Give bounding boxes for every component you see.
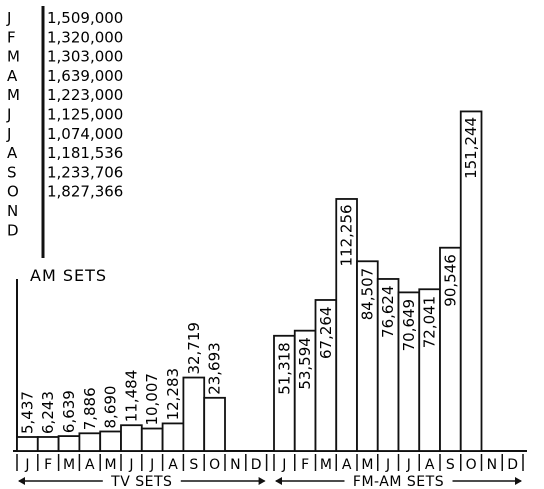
am-month-8: A	[7, 144, 18, 162]
fm-am-sets-series-label: FM-AM SETS	[353, 474, 444, 489]
am-value-2: 1,320,000	[47, 28, 123, 46]
tv-sets-bar-2	[36, 436, 60, 452]
tv-sets-bar-8	[161, 422, 185, 452]
tv-sets-bar-6	[120, 424, 143, 452]
am-value-9: 1,233,706	[47, 163, 123, 181]
tv-sets-tick-8: A	[168, 457, 178, 473]
tv-sets-bar-7	[140, 427, 164, 452]
fm-am-sets-label-10: 151,244	[462, 117, 480, 179]
tv-sets-label-7: 10,007	[143, 373, 161, 426]
am-month-5: M	[7, 86, 20, 104]
tv-sets-label-3: 6,639	[60, 390, 78, 433]
am-month-7: J	[6, 125, 11, 143]
fm-am-sets-label-5: 84,507	[358, 268, 376, 321]
am-value-1: 1,509,000	[47, 9, 123, 27]
fm-am-sets-bar-10	[459, 110, 483, 452]
fm-am-sets-label-1: 51,318	[275, 342, 293, 395]
am-month-1: J	[6, 9, 11, 27]
tv-sets-tick-11: N	[230, 457, 240, 473]
tv-sets-label-9: 32,719	[185, 322, 203, 375]
tv-sets-tick-6: J	[128, 457, 133, 473]
fm-am-sets-label-7: 70,649	[400, 299, 418, 352]
tv-sets-tick-1: J	[24, 457, 29, 473]
am-value-4: 1,639,000	[47, 67, 123, 85]
tv-sets-tick-2: F	[44, 457, 52, 473]
fm-am-sets-label-2: 53,594	[296, 337, 314, 390]
am-month-12: D	[7, 221, 19, 239]
tv-sets-bar-4	[78, 432, 102, 452]
fm-am-sets-tick-3: M	[320, 457, 332, 473]
fm-am-sets-range-arrow-left	[275, 477, 282, 485]
tv-sets-label-1: 5,437	[18, 391, 36, 434]
series-range-labels: TV SETS FM-AM SETS	[18, 474, 522, 489]
tv-sets-label-8: 12,283	[164, 368, 182, 421]
tv-sets-tick-12: D	[251, 457, 262, 473]
fm-am-sets-tick-7: J	[406, 457, 411, 473]
tv-sets-tick-3: M	[63, 457, 75, 473]
fm-am-sets-label-8: 72,041	[421, 296, 439, 349]
fm-am-sets-tick-2: F	[301, 457, 309, 473]
tv-sets-label-2: 6,243	[39, 391, 57, 434]
am-month-11: N	[7, 202, 18, 220]
am-month-2: F	[7, 28, 16, 46]
tv-sets-tick-9: S	[189, 457, 198, 473]
fm-am-sets-label-4: 112,256	[338, 204, 356, 266]
fm-am-sets-tick-10: O	[466, 457, 477, 473]
tv-sets-tick-4: A	[85, 457, 95, 473]
am-month-3: M	[7, 48, 20, 66]
fm-am-sets-tick-8: A	[425, 457, 435, 473]
am-sets-title: AM SETS	[30, 266, 107, 285]
fm-am-sets-label-9: 90,546	[441, 254, 459, 307]
bars-layer	[16, 110, 483, 452]
am-month-10: O	[7, 183, 19, 201]
fm-am-sets-tick-12: D	[507, 457, 518, 473]
fm-am-sets-label-3: 67,264	[317, 306, 335, 359]
am-value-5: 1,223,000	[47, 86, 123, 104]
tv-sets-bar-9	[182, 376, 206, 452]
fm-am-sets-tick-1: J	[281, 457, 286, 473]
am-value-3: 1,303,000	[47, 48, 123, 66]
tv-sets-range-arrow-left	[18, 477, 25, 485]
am-value-7: 1,074,000	[47, 125, 123, 143]
fm-am-sets-tick-5: M	[361, 457, 373, 473]
tv-sets-tick-7: J	[149, 457, 154, 473]
am-value-6: 1,125,000	[47, 106, 123, 124]
fm-am-sets-tick-11: N	[487, 457, 497, 473]
tv-sets-tick-10: O	[209, 457, 220, 473]
fm-am-sets-tick-6: J	[385, 457, 390, 473]
am-sets-panel: J 1,509,000 F 1,320,000 M 1,303,000 A 1,639,000…	[6, 6, 123, 258]
am-value-10: 1,827,366	[47, 183, 123, 201]
tv-sets-range-arrow-right	[258, 477, 266, 485]
am-month-9: S	[7, 163, 17, 181]
tv-sets-series-label: TV SETS	[110, 474, 172, 489]
tv-sets-bar-3	[57, 435, 81, 452]
tv-sets-bar-1	[16, 436, 39, 452]
tv-sets-label-5: 8,690	[102, 386, 120, 429]
fm-am-sets-tick-9: S	[446, 457, 455, 473]
tv-sets-label-10: 23,693	[206, 342, 224, 395]
am-month-6: J	[6, 106, 11, 124]
fm-am-sets-label-6: 76,624	[379, 285, 397, 338]
tv-sets-tick-5: M	[105, 457, 117, 473]
tv-sets-label-6: 11,484	[122, 370, 140, 423]
tv-sets-bar-5	[99, 430, 122, 452]
fm-am-sets-tick-4: A	[342, 457, 352, 473]
tv-sets-label-4: 7,886	[81, 387, 99, 430]
bar-labels-layer: 5,437 6,243 6,639 7,886 8,690 11,484 10,007 12,…	[18, 117, 480, 434]
tv-sets-bar-10	[203, 396, 226, 452]
fm-am-sets-range-arrow-right	[515, 477, 522, 485]
am-value-8: 1,181,536	[47, 144, 123, 162]
am-month-4: A	[7, 67, 18, 85]
